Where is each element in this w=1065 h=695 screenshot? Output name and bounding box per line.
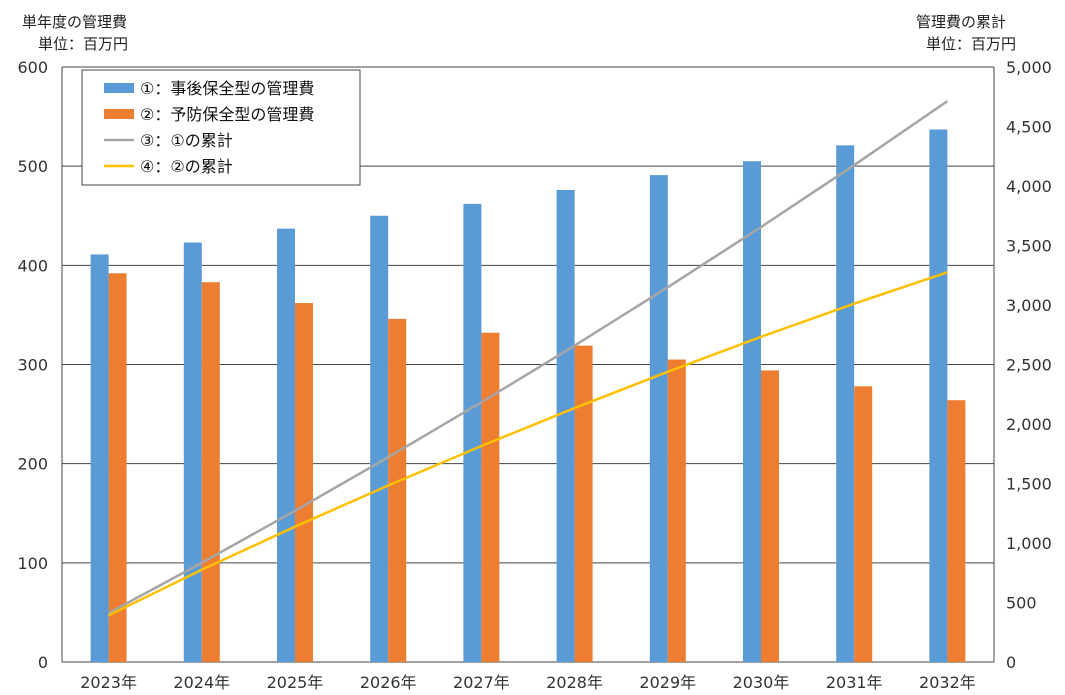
legend-label: ②：予防保全型の管理費 [140,105,314,124]
bar-2 [854,386,873,662]
legend: ①：事後保全型の管理費 ②：予防保全型の管理費 ③：①の累計 ④：②の累計 [81,69,361,186]
right-tick-label: 0 [1006,653,1016,672]
left-tick-label: 400 [17,256,48,275]
left-axis-unit: 単位：百万円 [38,35,129,53]
right-axis-ticks: 0 500 1,000 1,500 2,000 2,500 3,000 3,500 4,000 4… [1006,58,1052,672]
left-tick-label: 0 [38,653,48,672]
bar-2 [295,303,313,662]
right-tick-label: 1,000 [1006,534,1052,553]
x-tick-label: 2025年 [267,673,324,692]
x-tick-label: 2027年 [453,673,510,692]
bar-1 [836,145,855,662]
right-axis-title: 管理費の累計 [916,13,1007,31]
right-tick-label: 2,000 [1006,415,1052,434]
line-marks [108,100,949,617]
bar-2 [667,359,686,662]
right-tick-label: 3,000 [1006,296,1052,315]
legend-swatch [104,109,134,119]
bar-1 [90,254,109,663]
legend-label: ③：①の累計 [140,131,233,150]
left-tick-label: 200 [17,455,48,474]
legend-swatch [104,83,134,93]
left-tick-label: 300 [17,356,48,375]
right-tick-label: 4,500 [1006,118,1052,137]
bar-1 [370,215,389,662]
series-line-3 [108,100,949,615]
bar-2 [761,370,779,662]
bar-2 [481,332,500,662]
x-tick-label: 2029年 [639,673,696,692]
bar-1 [183,242,202,662]
left-tick-label: 600 [17,58,48,77]
x-tick-label: 2028年 [546,673,603,692]
right-axis-unit: 単位：百万円 [926,35,1017,53]
legend-label: ④：②の累計 [140,157,233,176]
bar-1 [556,189,575,662]
x-tick-label: 2023年 [80,673,137,692]
bar-1 [929,129,948,663]
left-tick-label: 500 [17,157,48,176]
bar-2 [388,318,407,662]
right-tick-label: 4,000 [1006,177,1052,196]
right-tick-label: 500 [1006,594,1037,613]
left-axis-title: 単年度の管理費 [22,13,128,31]
bar-1 [649,175,668,662]
right-tick-label: 5,000 [1006,58,1052,77]
right-tick-label: 2,500 [1006,356,1052,375]
bar-1 [277,228,295,662]
bar-2 [108,273,127,662]
bar-1 [743,161,761,663]
x-tick-label: 2030年 [733,673,790,692]
x-tick-label: 2026年 [360,673,417,692]
x-axis-ticks: 2023年 2024年 2025年 2026年 2027年 2028年 2029年 2030年… [80,673,976,692]
x-tick-label: 2024年 [173,673,230,692]
x-tick-label: 2031年 [826,673,883,692]
x-tick-label: 2032年 [919,673,976,692]
right-tick-label: 1,500 [1006,475,1052,494]
left-axis-ticks: 0 100 200 300 400 500 600 [17,58,48,672]
legend-label: ①：事後保全型の管理費 [140,79,314,98]
bar-2 [201,282,220,662]
bar-2 [574,345,593,662]
left-tick-label: 100 [17,554,48,573]
series-line-4 [108,271,948,617]
bar-2 [947,400,966,662]
bar-marks [90,129,966,663]
bar-1 [463,203,482,662]
right-tick-label: 3,500 [1006,237,1052,256]
